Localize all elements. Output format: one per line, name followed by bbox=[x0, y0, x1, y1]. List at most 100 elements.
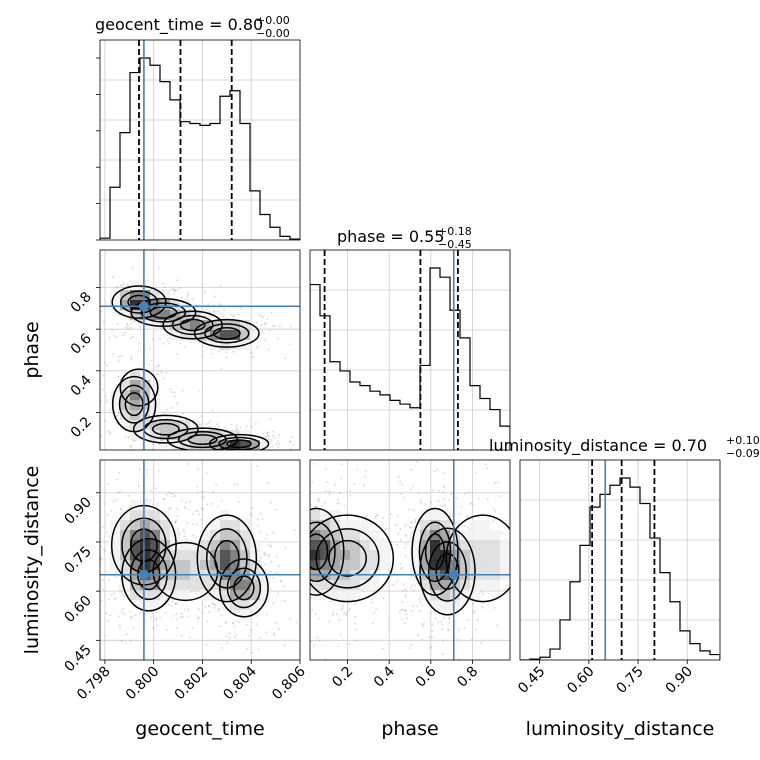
scatter-point bbox=[296, 564, 298, 566]
scatter-point bbox=[423, 622, 426, 625]
scatter-point bbox=[286, 483, 288, 485]
scatter-point bbox=[268, 554, 271, 557]
contour-geocent_time-luminosity_distance-2-0 bbox=[196, 514, 258, 603]
density-cell bbox=[200, 440, 211, 450]
panel-title-phase: phase = 0.55 bbox=[337, 227, 444, 246]
density-cell bbox=[440, 510, 451, 521]
scatter-point bbox=[303, 430, 305, 432]
density-cell bbox=[360, 550, 371, 561]
panel-title-geocent-time-sub: −0.00 bbox=[256, 27, 290, 40]
density-cell bbox=[470, 530, 481, 541]
scatter-point bbox=[105, 570, 108, 573]
density-cell bbox=[170, 430, 181, 441]
scatter-point bbox=[108, 336, 111, 339]
scatter-point bbox=[102, 375, 105, 378]
scatter-point bbox=[201, 612, 204, 615]
scatter-point bbox=[165, 493, 168, 496]
density-cell bbox=[140, 560, 151, 571]
density-cell bbox=[240, 560, 251, 571]
scatter-point bbox=[275, 555, 278, 558]
scatter-point bbox=[437, 621, 440, 624]
scatter-point bbox=[305, 562, 307, 564]
scatter-point bbox=[278, 509, 280, 511]
density-cell bbox=[140, 310, 151, 321]
scatter-point bbox=[228, 632, 231, 635]
scatter-point bbox=[245, 647, 248, 650]
scatter-point bbox=[404, 609, 407, 612]
scatter-point bbox=[466, 526, 469, 529]
scatter-point bbox=[240, 458, 242, 460]
scatter-point bbox=[529, 597, 531, 599]
y-tick-label-luminosity_distance-2: 0.75 bbox=[61, 543, 94, 576]
scatter-point bbox=[95, 559, 97, 561]
scatter-point bbox=[44, 468, 46, 470]
scatter-point bbox=[485, 467, 488, 470]
scatter-point bbox=[318, 617, 321, 620]
contour-geocent_time-phase-0-1 bbox=[119, 290, 159, 314]
scatter-point bbox=[305, 551, 307, 553]
scatter-point bbox=[532, 617, 534, 619]
scatter-point bbox=[191, 453, 193, 455]
scatter-point bbox=[197, 468, 200, 471]
truth-marker-phase-luminosity_distance bbox=[448, 569, 459, 580]
scatter-point bbox=[159, 370, 162, 373]
density-cell bbox=[150, 560, 161, 571]
contour-phase-luminosity_distance-0-2 bbox=[310, 533, 329, 571]
density-cell bbox=[450, 600, 461, 611]
scatter-point bbox=[524, 544, 526, 546]
density-cell bbox=[150, 380, 161, 391]
scatter-point bbox=[477, 497, 480, 500]
scatter-point bbox=[211, 457, 213, 459]
scatter-point bbox=[175, 519, 178, 522]
scatter-point bbox=[122, 607, 125, 610]
scatter-point bbox=[414, 584, 417, 587]
density-cell bbox=[340, 550, 351, 561]
scatter-point bbox=[302, 514, 304, 516]
scatter-point bbox=[246, 623, 249, 626]
scatter-point bbox=[276, 337, 279, 340]
density-cell bbox=[330, 590, 341, 601]
scatter-point bbox=[102, 578, 105, 581]
scatter-point bbox=[195, 592, 198, 595]
density-cell bbox=[430, 560, 441, 571]
scatter-point bbox=[165, 371, 168, 374]
scatter-point bbox=[338, 492, 341, 495]
scatter-point bbox=[441, 623, 444, 626]
scatter-point bbox=[174, 521, 177, 524]
scatter-point bbox=[371, 601, 374, 604]
scatter-point bbox=[297, 559, 299, 561]
scatter-point bbox=[115, 383, 118, 386]
x-tick-label-luminosity_distance-0: 0.45 bbox=[515, 664, 548, 697]
density-cell bbox=[120, 410, 131, 421]
scatter-point bbox=[180, 612, 183, 615]
scatter-point bbox=[120, 355, 123, 358]
scatter-point bbox=[254, 422, 257, 425]
scatter-point bbox=[405, 534, 408, 537]
scatter-point bbox=[534, 509, 536, 511]
density-cell bbox=[130, 510, 141, 521]
scatter-point bbox=[288, 498, 290, 500]
scatter-point bbox=[97, 561, 99, 563]
scatter-point bbox=[170, 604, 173, 607]
scatter-point bbox=[267, 438, 270, 441]
scatter-point bbox=[147, 279, 150, 282]
scatter-point bbox=[428, 635, 431, 638]
scatter-point bbox=[196, 510, 199, 513]
density-cell bbox=[180, 560, 191, 571]
panel-title-phase-sup: +0.18 bbox=[438, 225, 472, 238]
density-cell bbox=[430, 530, 441, 541]
contour-geocent_time-luminosity_distance-3-0 bbox=[219, 558, 269, 618]
scatter-point bbox=[155, 624, 158, 627]
scatter-point bbox=[329, 600, 332, 603]
density-cell bbox=[340, 590, 351, 601]
scatter-point bbox=[341, 607, 344, 610]
scatter-point bbox=[451, 444, 453, 446]
scatter-point bbox=[102, 320, 105, 323]
density-cell bbox=[160, 520, 171, 531]
scatter-point bbox=[115, 597, 118, 600]
scatter-point bbox=[308, 521, 310, 523]
scatter-point bbox=[542, 612, 544, 614]
scatter-point bbox=[212, 602, 215, 605]
contour-phase-luminosity_distance-3-0 bbox=[419, 527, 476, 616]
density-cell bbox=[150, 430, 161, 441]
